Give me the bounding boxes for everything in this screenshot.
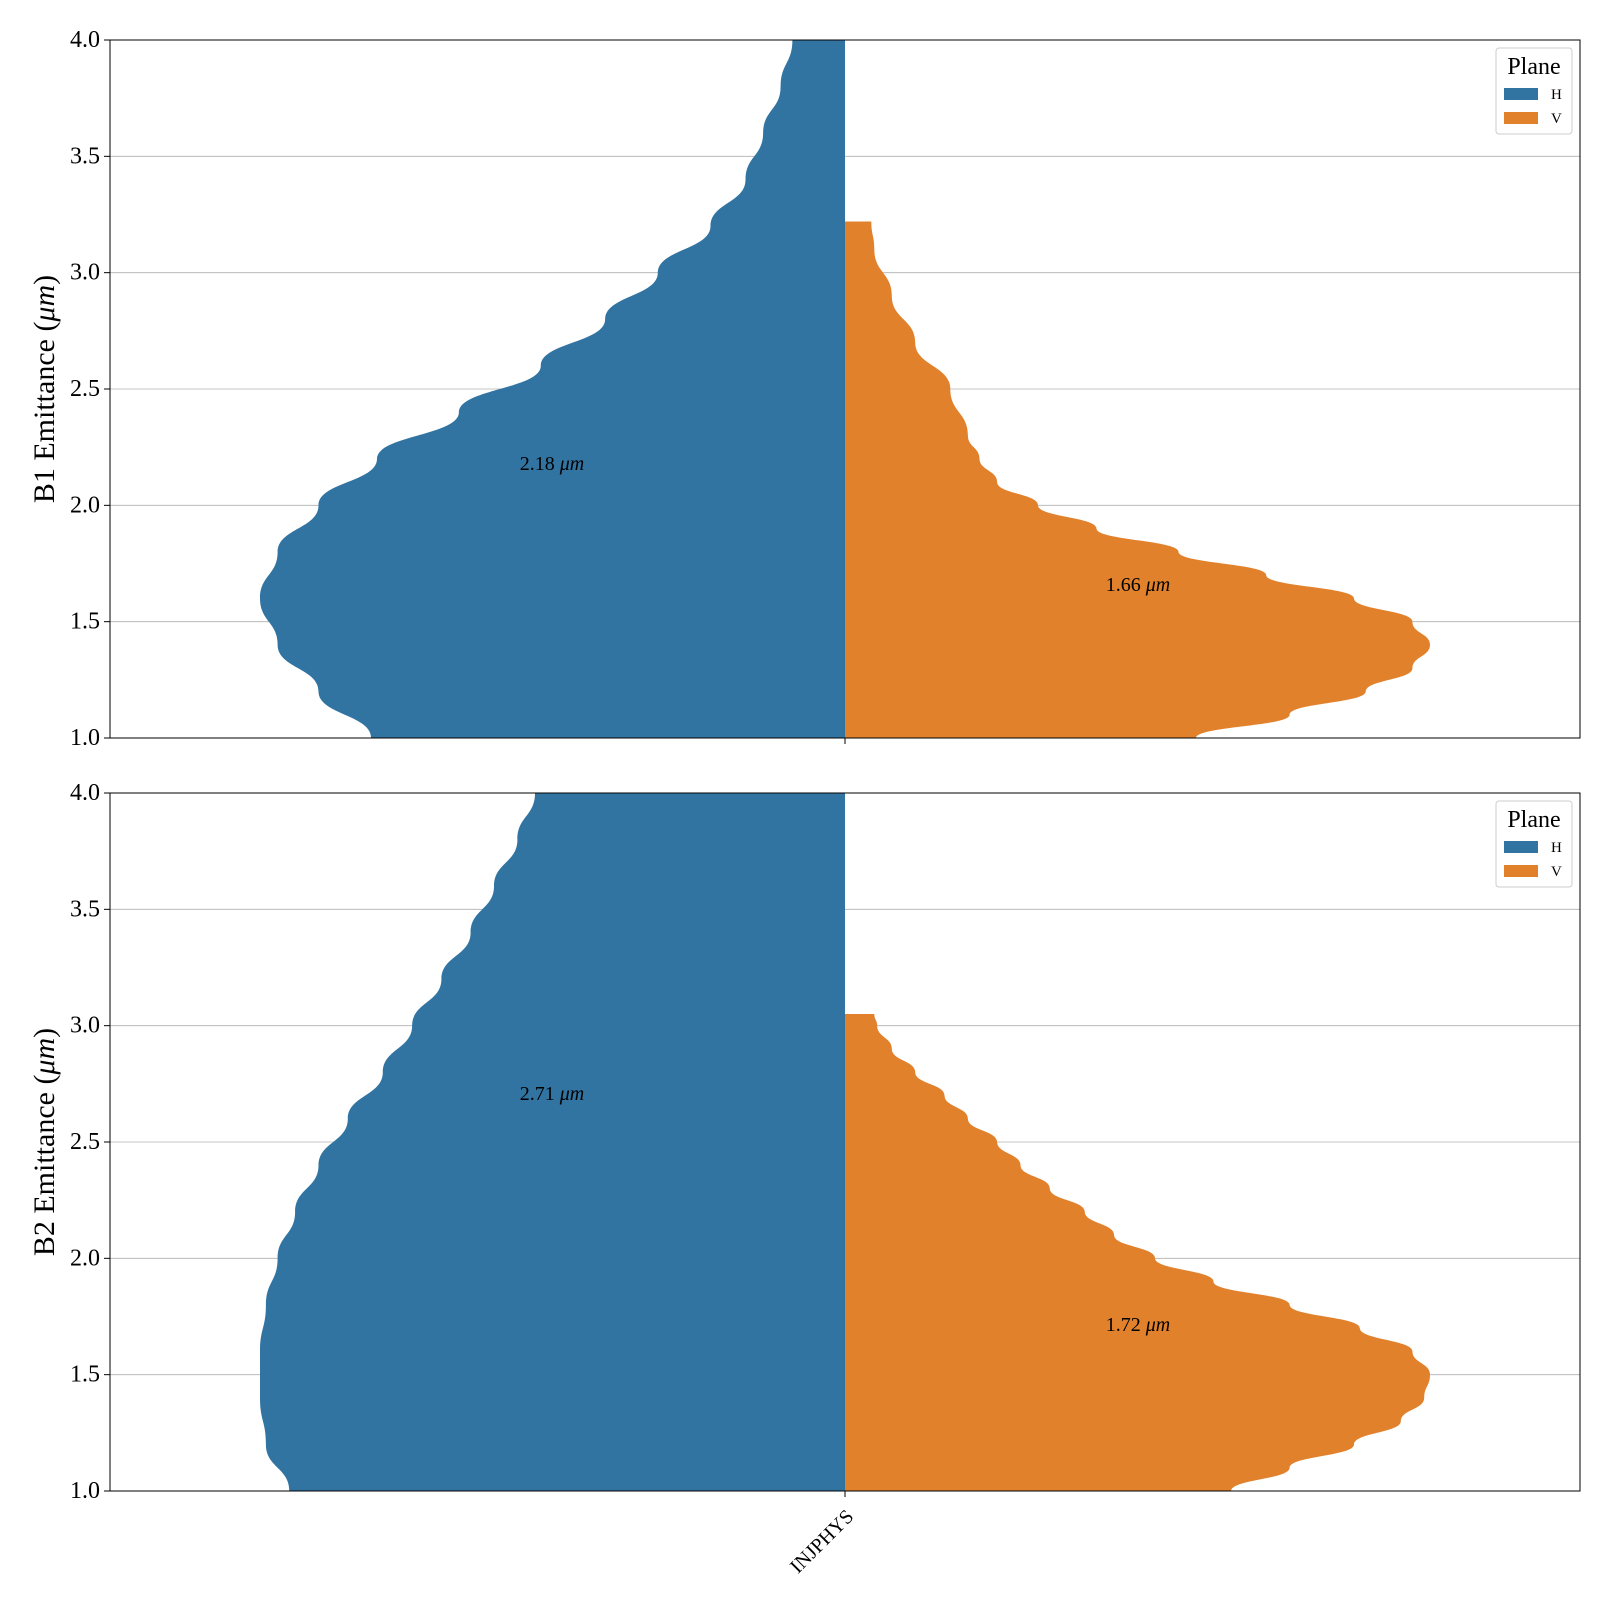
- b1-y-axis-title: B1 Emittance (μm): [28, 275, 61, 503]
- panel-b1-yticks: 1.0 1.5 2.0 2.5 3.0 3.5 4.0: [70, 27, 110, 751]
- b2-legend-label-h: H: [1551, 840, 1562, 856]
- y-tick-label: 3.5: [70, 143, 100, 169]
- b2-legend-label-v: V: [1551, 864, 1562, 880]
- y-tick-label: 1.5: [70, 609, 100, 635]
- b2-legend-swatch-v: [1504, 865, 1538, 877]
- b1-legend-swatch-v: [1504, 112, 1538, 124]
- b1-legend-title: Plane: [1507, 54, 1560, 80]
- b2-legend-swatch-h: [1504, 841, 1538, 853]
- y-tick-label: 3.0: [70, 260, 100, 286]
- b2-y-axis-title: B2 Emittance (μm): [28, 1028, 61, 1256]
- b2-legend: Plane H V: [1495, 800, 1573, 888]
- b1-violin-v: [845, 221, 1430, 738]
- panel-b2-violins: [260, 793, 1430, 1491]
- y-tick-label: 3.5: [70, 896, 100, 922]
- b2-legend-title: Plane: [1507, 807, 1560, 833]
- b1-legend: Plane H V: [1495, 47, 1573, 135]
- b2-violin-h: [260, 793, 845, 1491]
- b1-legend-label-h: H: [1551, 87, 1562, 103]
- b1-legend-label-v: V: [1551, 111, 1562, 127]
- y-tick-label: 3.0: [70, 1013, 100, 1039]
- y-tick-label: 4.0: [70, 27, 100, 53]
- panel-b1-violins: [260, 40, 1430, 738]
- y-tick-label: 1.0: [70, 1478, 100, 1504]
- y-tick-label: 2.5: [70, 376, 100, 402]
- y-tick-label: 2.5: [70, 1129, 100, 1155]
- b2-violin-v: [845, 1014, 1430, 1491]
- b1-h-median-label: 2.18 μm: [520, 453, 584, 475]
- panel-b2: 1.01.52.02.53.03.54.0 B2 Emittance (μm) …: [28, 780, 1581, 1504]
- b1-v-median-label: 1.66 μm: [1106, 574, 1170, 596]
- b1-legend-swatch-h: [1504, 88, 1538, 100]
- b1-violin-h: [260, 40, 845, 738]
- panel-b2-yticks: 1.0 1.5 2.0 2.5 3.0 3.5 4.0: [70, 780, 110, 1504]
- y-tick-label: 1.5: [70, 1362, 100, 1388]
- b2-v-median-label: 1.72 μm: [1106, 1314, 1170, 1336]
- panel-b1: 1.01.52.02.53.03.54.0 B1 Emittance (μm) …: [28, 27, 1581, 751]
- y-tick-label: 2.0: [70, 1245, 100, 1271]
- y-tick-label: 2.0: [70, 492, 100, 518]
- y-tick-label: 1.0: [70, 725, 100, 751]
- y-tick-label: 4.0: [70, 780, 100, 806]
- b2-h-median-label: 2.71 μm: [520, 1083, 584, 1105]
